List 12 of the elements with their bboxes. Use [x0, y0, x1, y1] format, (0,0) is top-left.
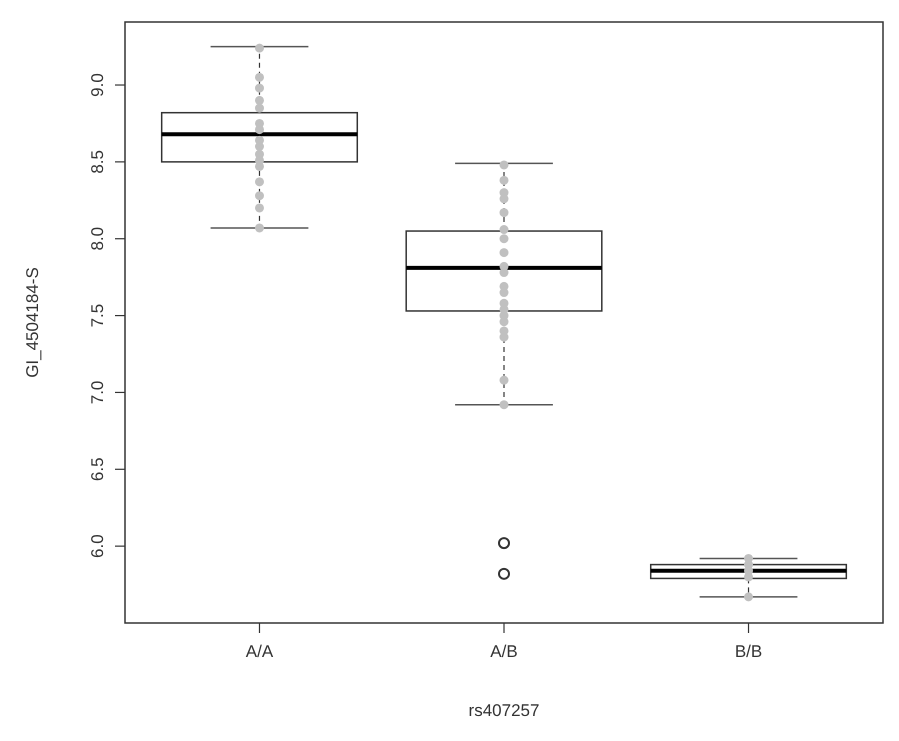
y-tick-label: 6.5	[88, 457, 107, 482]
y-tick-label: 8.5	[88, 150, 107, 174]
x-tick-label: A/B	[490, 642, 518, 661]
y-tick-label: 7.0	[88, 380, 107, 404]
x-axis-title: rs407257	[468, 701, 540, 720]
y-axis-title: GI_4504184-S	[23, 267, 42, 378]
x-tick-label: A/A	[246, 642, 274, 661]
y-tick-label: 7.5	[88, 304, 107, 328]
y-tick-label: 8.0	[88, 226, 107, 251]
y-tick-label: 6.0	[88, 534, 107, 558]
y-tick-label: 9.0	[88, 73, 107, 97]
x-tick-label: B/B	[734, 642, 762, 661]
